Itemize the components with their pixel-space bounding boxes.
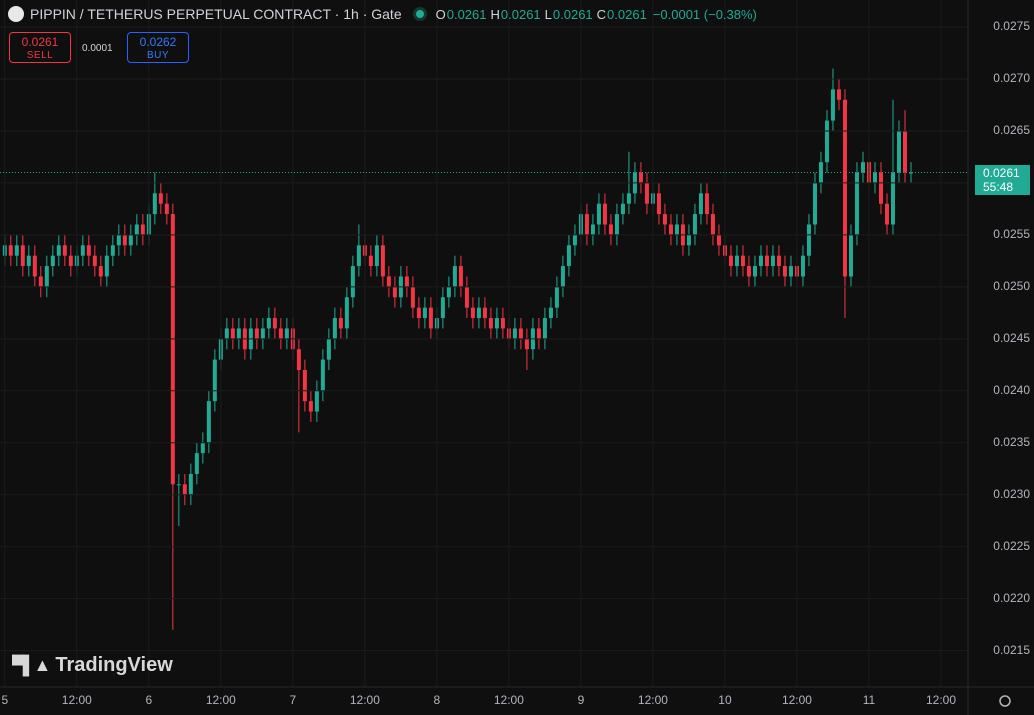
y-tick-label: 0.0270 bbox=[993, 71, 1030, 85]
ohlc-value: 0.0261 bbox=[500, 6, 541, 22]
x-tick-label: 12:00 bbox=[350, 693, 380, 707]
sell-button[interactable]: 0.0261 SELL bbox=[9, 32, 71, 63]
watermark: ▀▌▲ TradingView bbox=[12, 654, 173, 677]
y-tick-label: 0.0215 bbox=[993, 643, 1030, 657]
countdown: 55:48 bbox=[983, 179, 1014, 194]
x-tick-label: 5 bbox=[1, 693, 8, 707]
x-tick-label: 12:00 bbox=[62, 693, 92, 707]
y-tick-label: 0.0275 bbox=[993, 19, 1030, 33]
last-price-tag: 0.0261 55:48 bbox=[975, 164, 1030, 195]
y-tick-label: 0.0250 bbox=[993, 279, 1030, 293]
x-tick-label: 10 bbox=[718, 693, 732, 707]
y-tick-label: 0.0230 bbox=[993, 487, 1030, 501]
ohlc-value: 0.0261 bbox=[552, 6, 593, 22]
y-tick-label: 0.0255 bbox=[993, 227, 1030, 241]
x-tick-label: 12:00 bbox=[926, 693, 956, 707]
ohlc-key: L bbox=[544, 6, 552, 22]
buy-label: BUY bbox=[146, 50, 170, 61]
x-tick-label: 9 bbox=[578, 693, 585, 707]
chart-title: PIPPIN / TETHERUS PERPETUAL CONTRACT · 1… bbox=[30, 6, 402, 22]
ohlc-value: 0.0261 bbox=[607, 6, 647, 22]
x-tick-label: 12:00 bbox=[206, 693, 236, 707]
x-tick-label: 12:00 bbox=[638, 693, 668, 707]
buy-button[interactable]: 0.0262 BUY bbox=[127, 32, 189, 63]
y-tick-label: 0.0220 bbox=[993, 591, 1030, 605]
x-tick-label: 11 bbox=[863, 693, 876, 707]
symbol-icon bbox=[8, 6, 24, 22]
watermark-text: TradingView bbox=[55, 654, 173, 676]
ohlc-key: C bbox=[596, 6, 607, 22]
ohlc-key: O bbox=[435, 6, 446, 22]
y-tick-label: 0.0245 bbox=[993, 331, 1030, 345]
last-price: 0.0261 bbox=[983, 165, 1020, 180]
x-tick-label: 8 bbox=[434, 693, 441, 707]
header: PIPPIN / TETHERUS PERPETUAL CONTRACT · 1… bbox=[8, 6, 757, 22]
logo: ▀▌▲ bbox=[12, 655, 51, 675]
change: −0.0001 (−0.38%) bbox=[652, 6, 757, 22]
y-tick-label: 0.0235 bbox=[993, 435, 1030, 449]
ohlc-value: 0.0261 bbox=[446, 6, 487, 22]
spread: 0.0001 bbox=[82, 43, 113, 54]
sell-price: 0.0261 bbox=[21, 35, 59, 49]
x-tick-label: 12:00 bbox=[782, 693, 812, 707]
y-tick-label: 0.0265 bbox=[993, 123, 1030, 137]
x-tick-label: 12:00 bbox=[494, 693, 524, 707]
x-tick-label: 6 bbox=[145, 693, 152, 707]
status-dot bbox=[415, 10, 424, 18]
sell-label: SELL bbox=[26, 50, 54, 61]
settings-icon[interactable] bbox=[999, 695, 1011, 707]
y-tick-label: 0.0240 bbox=[993, 383, 1030, 397]
ohlc-key: H bbox=[490, 6, 500, 22]
y-tick-label: 0.0225 bbox=[993, 539, 1030, 553]
buy-price: 0.0262 bbox=[139, 35, 177, 49]
x-tick-label: 7 bbox=[290, 693, 297, 707]
